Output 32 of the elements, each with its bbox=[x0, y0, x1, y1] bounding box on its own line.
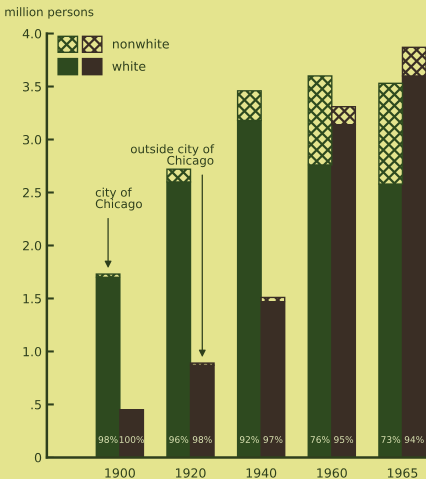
y-tick-label: 0 bbox=[34, 452, 42, 462]
y-tick-label: 3.0 bbox=[23, 134, 42, 144]
annotation: 100% bbox=[120, 436, 144, 443]
y-axis-title: million persons bbox=[5, 7, 94, 19]
annotation: 92% bbox=[240, 436, 259, 443]
annotation: city of Chicago bbox=[96, 188, 142, 211]
bar bbox=[119, 409, 144, 458]
y-tick-label: .5 bbox=[31, 400, 41, 410]
annotation: 73% bbox=[381, 436, 400, 443]
annotation: 94% bbox=[404, 436, 424, 443]
annotation: 76% bbox=[310, 436, 330, 443]
x-tick-label: 1900 bbox=[105, 468, 135, 478]
y-tick-label: 1.0 bbox=[23, 346, 42, 356]
legend-label: white bbox=[112, 61, 146, 71]
x-tick-label: 1940 bbox=[246, 468, 276, 478]
x-tick-label: 1960 bbox=[317, 468, 347, 478]
y-tick-label: 3.5 bbox=[23, 82, 41, 92]
annotation: 97% bbox=[263, 436, 282, 443]
x-tick-label: 1965 bbox=[388, 468, 418, 478]
legend-label: nonwhite bbox=[112, 38, 169, 49]
annotation: 98% bbox=[192, 436, 212, 443]
annotation: 96% bbox=[169, 436, 188, 443]
bar bbox=[260, 300, 286, 458]
bar bbox=[190, 364, 215, 458]
annotation: 95% bbox=[334, 436, 354, 443]
annotation: outside city of Chicago bbox=[130, 144, 214, 168]
x-tick-label: 1920 bbox=[176, 468, 206, 478]
y-tick-label: 2.5 bbox=[23, 188, 41, 198]
y-tick-label: 1.5 bbox=[23, 294, 41, 304]
annotation: 98% bbox=[98, 436, 118, 443]
y-tick-label: 2.0 bbox=[23, 240, 42, 250]
y-tick-label: 4.0 bbox=[22, 29, 42, 38]
